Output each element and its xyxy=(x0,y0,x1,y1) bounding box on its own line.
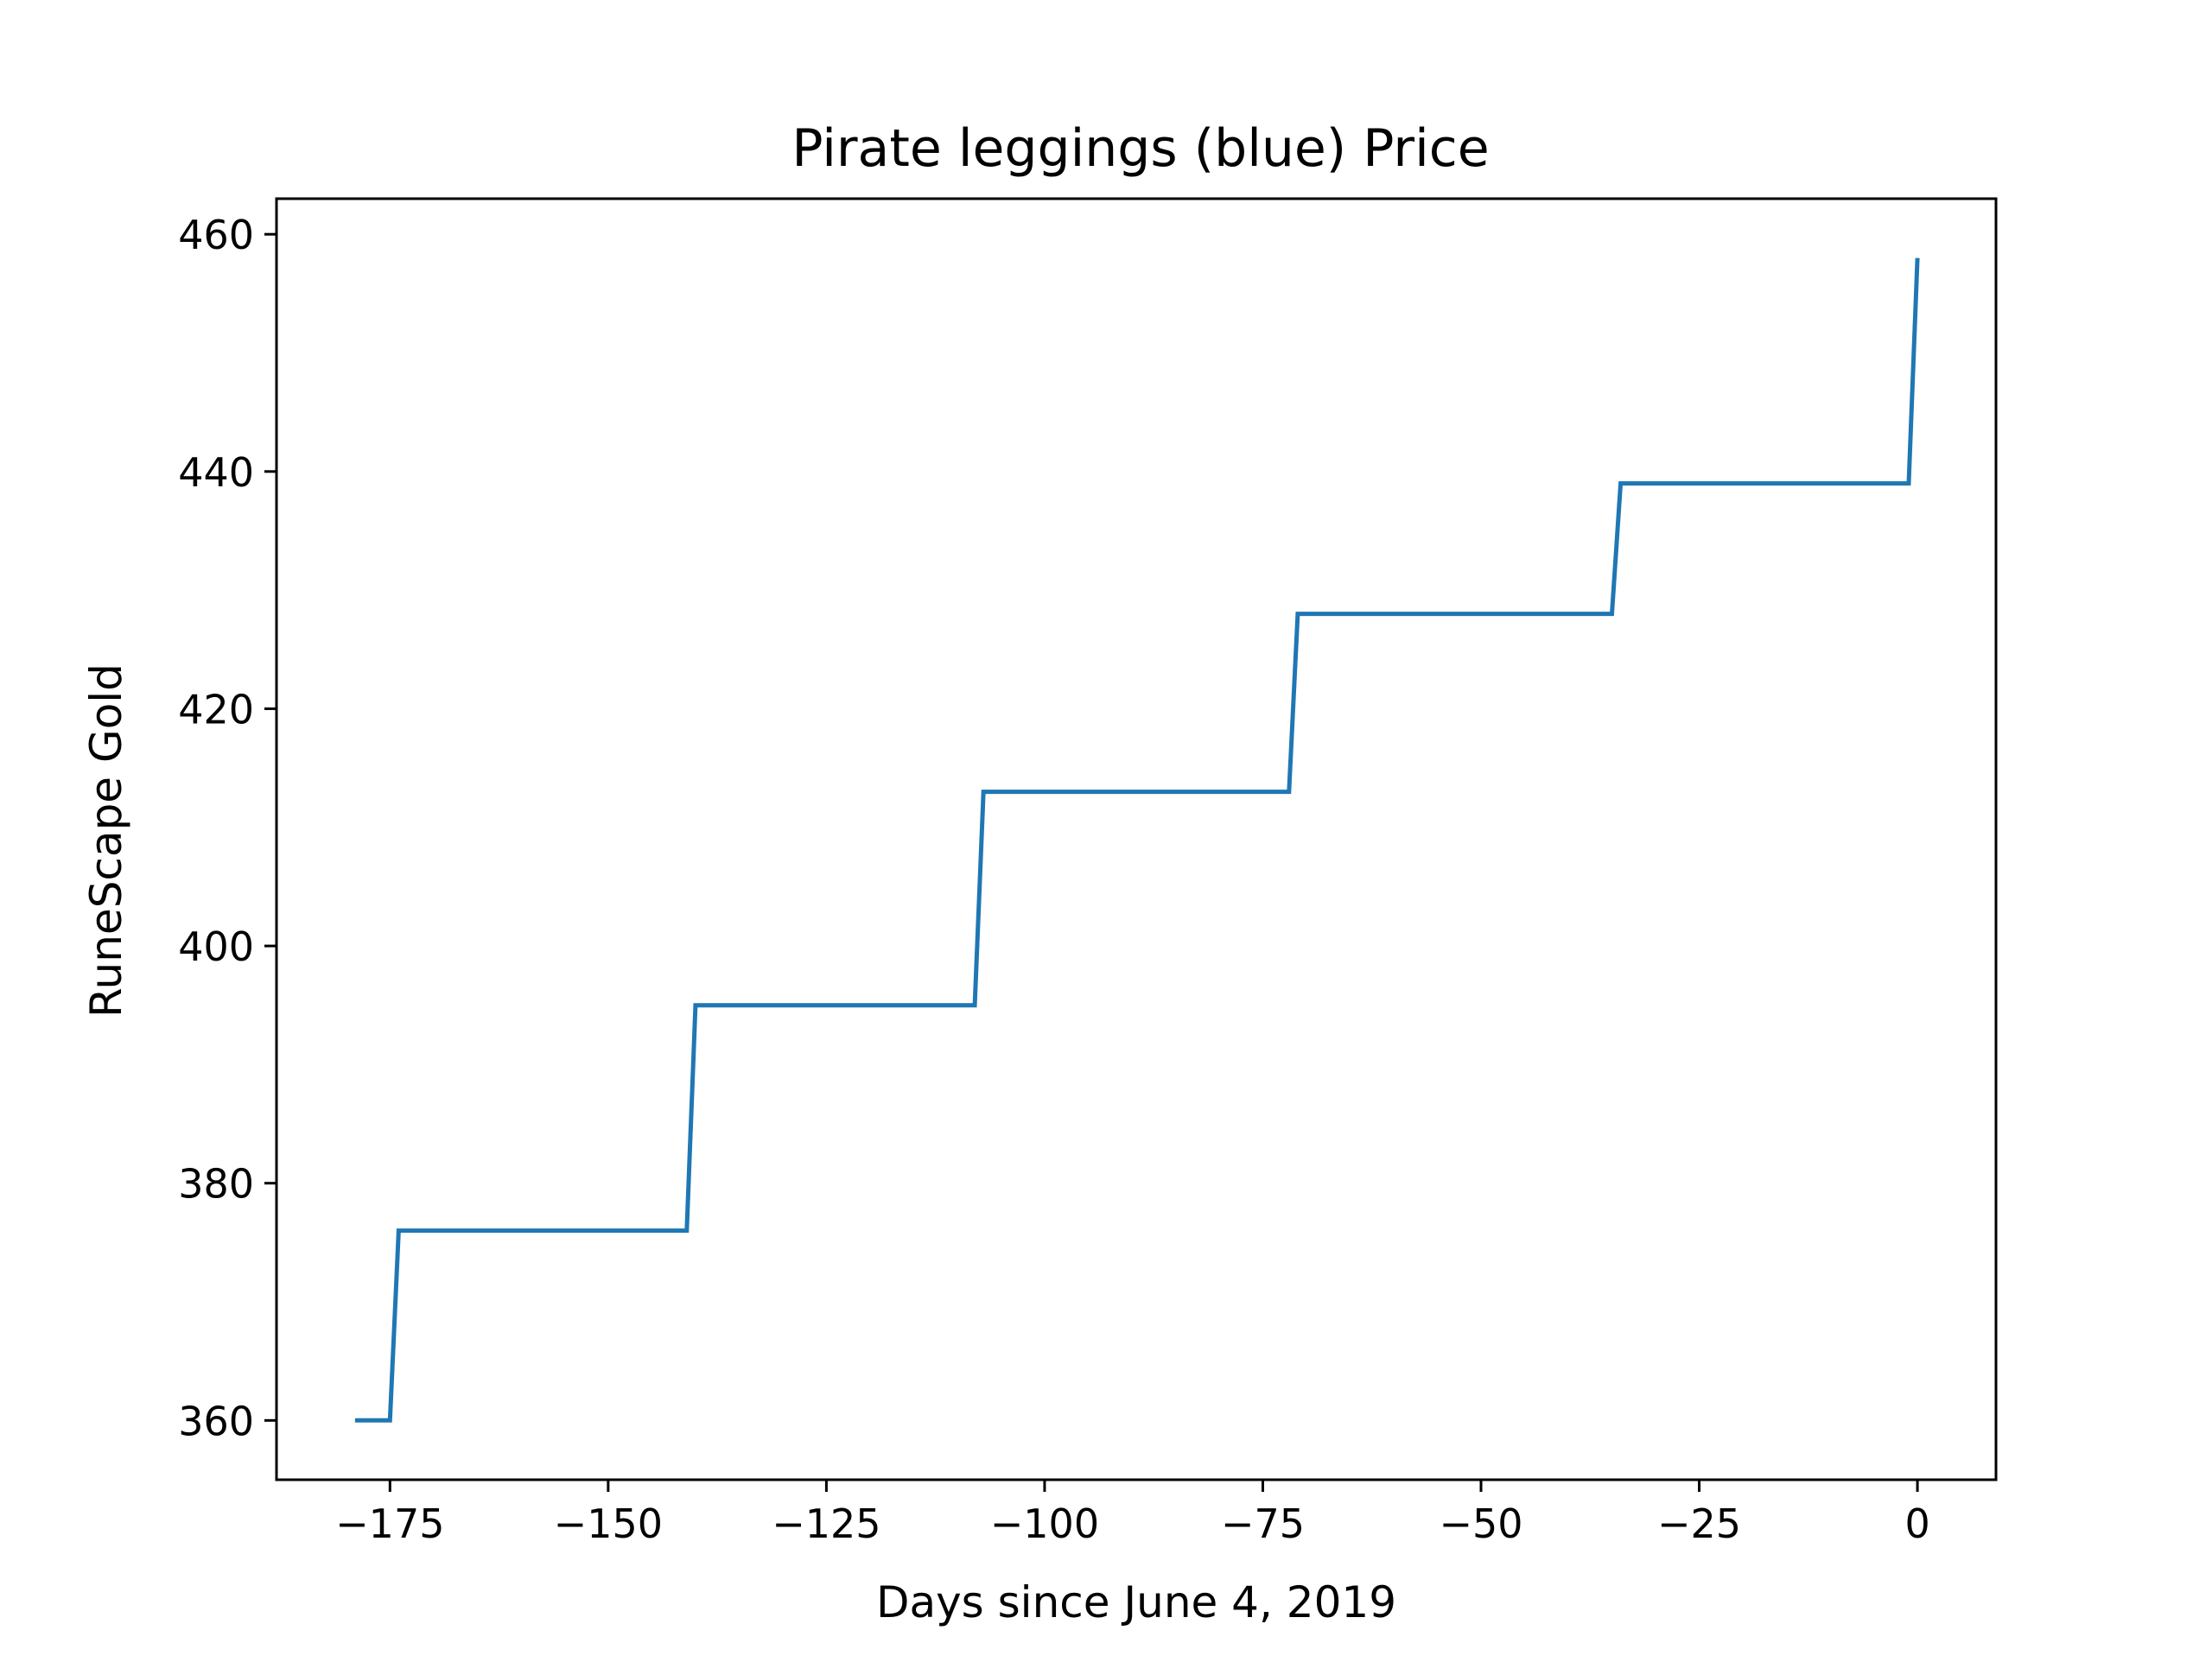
x-tick-label: 0 xyxy=(1904,1500,1929,1547)
price-series-line xyxy=(354,257,1920,1423)
x-tick-label: −175 xyxy=(335,1500,444,1547)
y-tick-label: 460 xyxy=(178,212,254,258)
x-tick-label: −25 xyxy=(1657,1500,1741,1547)
x-tick-label: −150 xyxy=(554,1500,663,1547)
y-axis-label: RuneScape Gold xyxy=(81,663,131,1018)
x-tick-label: −100 xyxy=(990,1500,1099,1547)
y-tick-label: 380 xyxy=(178,1161,254,1208)
x-axis: −175 −150 −125 −100 −75 −50 −25 0 xyxy=(335,1480,1930,1547)
x-tick-label: −75 xyxy=(1221,1500,1305,1547)
plot-area xyxy=(354,257,1920,1423)
y-tick-label: 420 xyxy=(178,686,254,733)
chart-title: Pirate leggings (blue) Price xyxy=(791,118,1489,179)
plot-frame xyxy=(275,197,1998,1481)
y-tick-label: 440 xyxy=(178,449,254,496)
x-tick-label: −125 xyxy=(772,1500,880,1547)
x-tick-label: −50 xyxy=(1439,1500,1522,1547)
x-axis-label: Days since June 4, 2019 xyxy=(876,1577,1396,1627)
y-tick-label: 400 xyxy=(178,923,254,970)
y-tick-label: 360 xyxy=(178,1398,254,1444)
y-axis: 360 380 400 420 440 460 xyxy=(178,212,276,1444)
